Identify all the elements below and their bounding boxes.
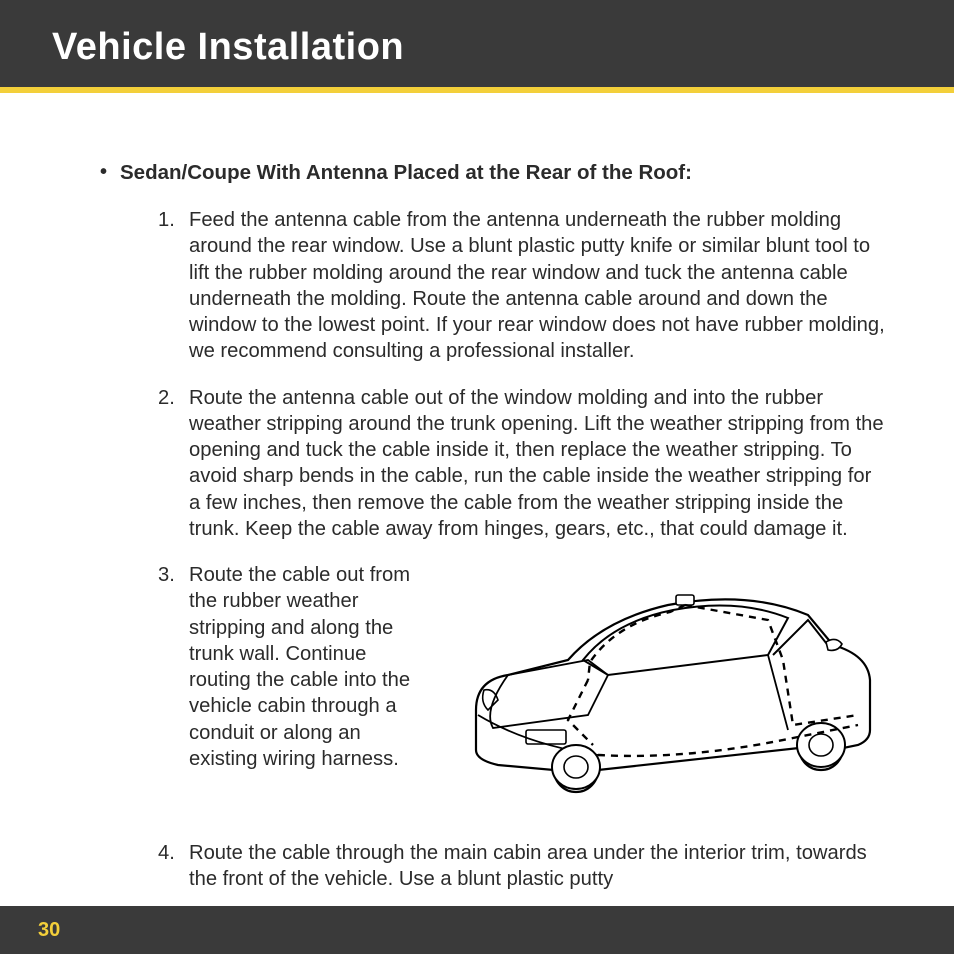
step-item: Route the cable through the main cabin a…	[158, 840, 888, 893]
footer-band: 30	[0, 906, 954, 954]
car-svg	[438, 562, 888, 820]
step-text: Route the cable through the main cabin a…	[189, 842, 867, 890]
step-item: Route the antenna cable out of the windo…	[158, 385, 888, 543]
step-wrap: Route the cable out from the rubber weat…	[189, 562, 888, 820]
step-text: Feed the antenna cable from the antenna …	[189, 209, 885, 362]
car-diagram	[438, 562, 888, 820]
section-heading: Sedan/Coupe With Antenna Placed at the R…	[96, 161, 888, 185]
content-area: Sedan/Coupe With Antenna Placed at the R…	[0, 93, 954, 893]
step-list: Feed the antenna cable from the antenna …	[96, 207, 888, 893]
page-title: Vehicle Installation	[52, 26, 404, 69]
header-band: Vehicle Installation	[0, 0, 954, 87]
step-wrap: Route the cable through the main cabin a…	[189, 840, 888, 893]
step-item: Route the cable out from the rubber weat…	[158, 562, 888, 820]
step-item: Feed the antenna cable from the antenna …	[158, 207, 888, 365]
page-number: 30	[38, 919, 60, 942]
step-text: Route the cable out from the rubber weat…	[189, 564, 410, 770]
step-text: Route the antenna cable out of the windo…	[189, 387, 884, 540]
